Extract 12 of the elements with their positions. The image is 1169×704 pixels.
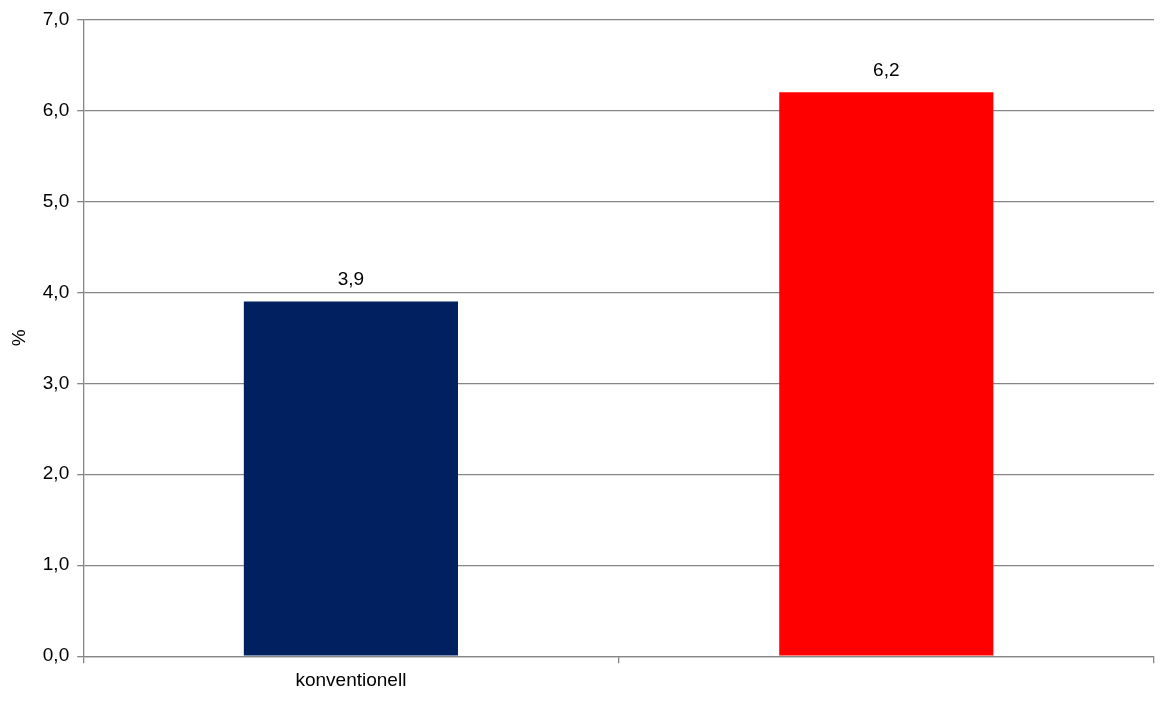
y-tick-label: 5,0 <box>42 189 70 211</box>
x-tick-label: konventionell <box>295 668 407 690</box>
y-tick-label: 0,0 <box>42 644 70 666</box>
y-tick-label: 1,0 <box>42 553 70 575</box>
y-axis-title: % <box>7 329 29 347</box>
y-tick-label: 3,0 <box>42 371 70 393</box>
data-label: 3,9 <box>337 268 365 290</box>
y-tick-label: 2,0 <box>42 462 70 484</box>
y-tick-label: 6,0 <box>42 98 70 120</box>
data-label: 6,2 <box>873 58 900 80</box>
y-tick-label: 4,0 <box>42 280 70 302</box>
y-tick-label: 7,0 <box>42 7 70 29</box>
